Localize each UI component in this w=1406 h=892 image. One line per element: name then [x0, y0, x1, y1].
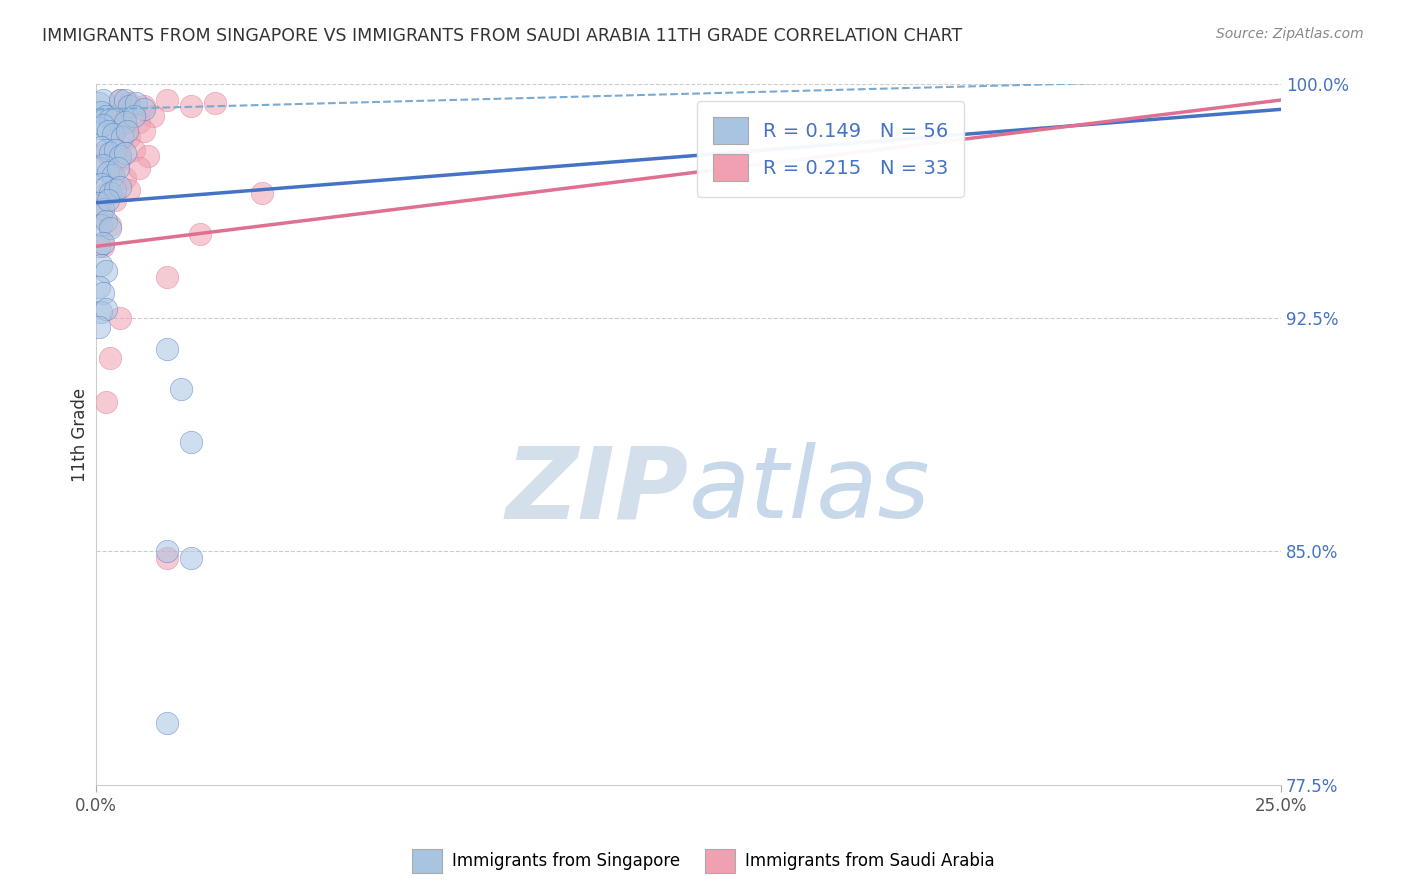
Point — [90, 218, 112, 232]
Point — [87, 320, 110, 334]
Point — [100, 186, 122, 201]
Point — [108, 152, 131, 166]
Point — [136, 149, 159, 163]
Point — [90, 105, 112, 120]
Text: IMMIGRANTS FROM SINGAPORE VS IMMIGRANTS FROM SAUDI ARABIA 11TH GRADE CORRELATION: IMMIGRANTS FROM SINGAPORE VS IMMIGRANTS … — [42, 27, 963, 45]
Point — [90, 208, 112, 222]
Point — [94, 186, 117, 201]
Point — [101, 168, 124, 182]
Point — [90, 139, 112, 153]
Point — [87, 96, 110, 111]
Point — [90, 177, 112, 191]
Point — [91, 118, 114, 132]
Point — [90, 304, 112, 318]
Point — [100, 109, 122, 123]
Point — [91, 239, 114, 253]
Point — [122, 109, 145, 123]
Point — [91, 93, 114, 107]
Point — [114, 170, 136, 185]
Point — [125, 96, 148, 111]
Point — [204, 96, 226, 111]
Point — [100, 112, 122, 126]
Point — [190, 227, 212, 241]
Point — [104, 193, 127, 207]
Point — [91, 158, 114, 172]
Point — [94, 214, 117, 228]
Point — [156, 93, 179, 107]
Point — [100, 218, 122, 232]
Point — [87, 161, 110, 176]
Point — [132, 99, 155, 113]
Point — [101, 127, 124, 141]
Point — [156, 270, 179, 285]
Point — [142, 109, 165, 123]
Point — [87, 121, 110, 136]
Text: ZIP: ZIP — [506, 442, 689, 539]
Point — [156, 550, 179, 565]
Point — [87, 239, 110, 253]
Point — [156, 544, 179, 558]
Point — [94, 301, 117, 316]
Point — [104, 143, 127, 157]
Point — [104, 124, 127, 138]
Point — [156, 342, 179, 356]
Point — [114, 145, 136, 160]
Point — [115, 124, 138, 138]
Point — [250, 186, 273, 201]
Point — [94, 143, 117, 157]
Point — [114, 112, 136, 126]
Point — [128, 115, 150, 129]
Point — [87, 195, 110, 210]
Point — [107, 161, 129, 176]
Point — [108, 93, 131, 107]
Point — [104, 183, 127, 197]
Point — [97, 164, 120, 178]
Point — [128, 161, 150, 176]
Point — [91, 285, 114, 300]
Point — [156, 715, 179, 730]
Point — [94, 264, 117, 278]
Point — [108, 310, 131, 325]
Point — [91, 202, 114, 216]
Point — [118, 183, 141, 197]
Y-axis label: 11th Grade: 11th Grade — [72, 387, 89, 482]
Point — [94, 395, 117, 409]
Text: Source: ZipAtlas.com: Source: ZipAtlas.com — [1216, 27, 1364, 41]
Point — [132, 103, 155, 117]
Legend: R = 0.149   N = 56, R = 0.215   N = 33: R = 0.149 N = 56, R = 0.215 N = 33 — [697, 101, 965, 197]
Point — [94, 180, 117, 194]
Point — [118, 99, 141, 113]
Point — [114, 115, 136, 129]
Legend: Immigrants from Singapore, Immigrants from Saudi Arabia: Immigrants from Singapore, Immigrants fr… — [405, 842, 1001, 880]
Point — [90, 258, 112, 272]
Point — [170, 383, 193, 397]
Point — [180, 435, 202, 450]
Point — [87, 279, 110, 293]
Point — [108, 149, 131, 163]
Point — [108, 180, 131, 194]
Point — [97, 193, 120, 207]
Point — [94, 109, 117, 123]
Point — [100, 145, 122, 160]
Point — [118, 130, 141, 145]
Point — [180, 99, 202, 113]
Point — [180, 550, 202, 565]
Point — [94, 145, 117, 160]
Point — [100, 220, 122, 235]
Point — [100, 164, 122, 178]
Point — [91, 236, 114, 251]
Point — [132, 124, 155, 138]
Text: atlas: atlas — [689, 442, 931, 539]
Point — [108, 93, 131, 107]
Point — [97, 124, 120, 138]
Point — [114, 93, 136, 107]
Point — [118, 96, 141, 111]
Point — [104, 112, 127, 126]
Point — [100, 351, 122, 366]
Point — [111, 130, 134, 145]
Point — [122, 143, 145, 157]
